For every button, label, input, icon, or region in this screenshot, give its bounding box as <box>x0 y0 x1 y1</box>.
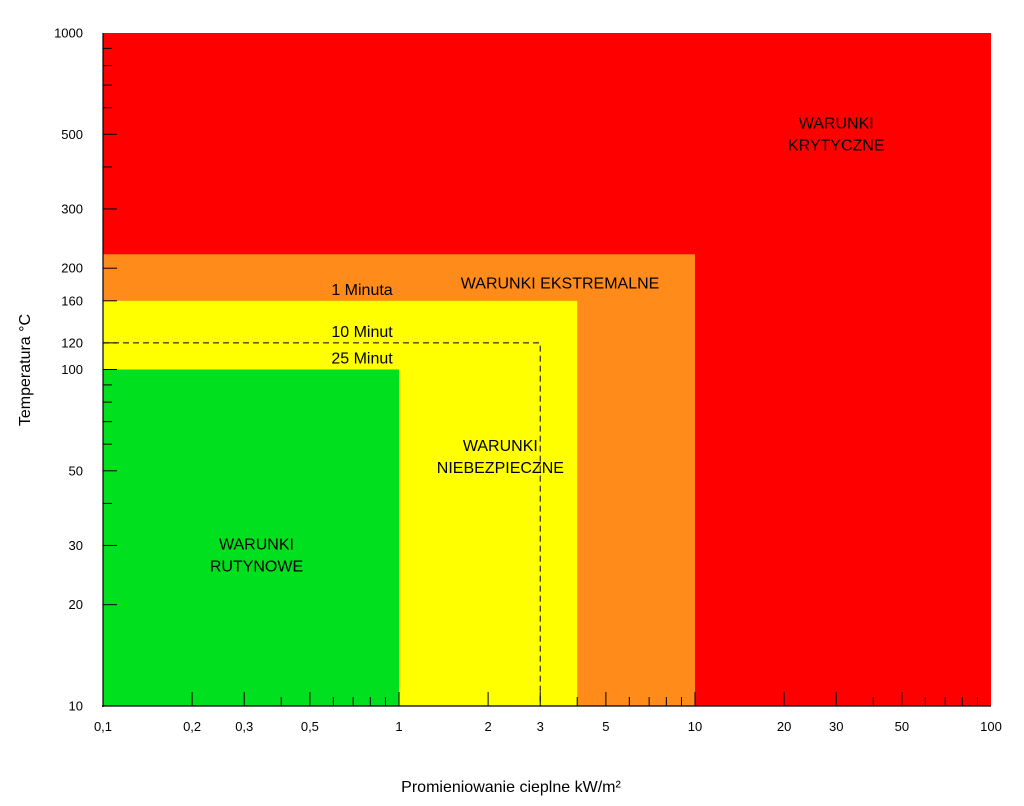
axes-layer <box>102 33 991 707</box>
labels-layer: 0,1 0,2 0,3 0,5 1 2 3 5 10 20 30 50 100 10 20 30 50 100 12… <box>54 26 1002 735</box>
zone-label-1-0: WARUNKI EKSTREMALNE <box>461 276 660 293</box>
x-tick-label-3: 0,5 <box>301 719 319 734</box>
x-tick-label-2: 0,3 <box>235 719 253 734</box>
y-tick-label-4: 100 <box>61 362 83 377</box>
exposure-label-0: 1 Minuta <box>331 282 392 299</box>
x-tick-label-11: 50 <box>895 719 909 734</box>
y-tick-label-8: 300 <box>61 201 83 216</box>
y-tick-label-2: 30 <box>69 538 83 553</box>
y-tick-label-6: 160 <box>61 293 83 308</box>
y-tick-label-0: 10 <box>69 699 83 714</box>
y-tick-label-1: 20 <box>69 597 83 612</box>
y-tick-label-10: 1000 <box>54 26 83 41</box>
x-tick-label-6: 3 <box>537 719 544 734</box>
exposure-lines-layer <box>103 342 541 706</box>
y-tick-label-9: 500 <box>61 127 83 142</box>
x-tick-label-8: 10 <box>688 719 702 734</box>
zone-label-3-1: RUTYNOWE <box>210 559 303 576</box>
x-tick-label-4: 1 <box>395 719 402 734</box>
exposure-label-2: 25 Minut <box>331 351 393 368</box>
x-tick-label-9: 20 <box>777 719 791 734</box>
y-axis-title: Temperatura °C <box>17 314 34 426</box>
x-axis-title: Promieniowanie cieplne kW/m² <box>401 779 621 796</box>
zone-label-2-0: WARUNKI <box>463 438 538 455</box>
y-tick-label-3: 50 <box>69 463 83 478</box>
zone-label-0-1: KRYTYCZNE <box>788 137 885 154</box>
zone-label-2-1: NIEBEZPIECZNE <box>437 460 564 477</box>
exposure-line-1 <box>103 342 541 706</box>
x-tick-label-1: 0,2 <box>183 719 201 734</box>
zones-layer <box>103 33 991 706</box>
x-tick-label-7: 5 <box>602 719 609 734</box>
x-tick-label-5: 2 <box>484 719 491 734</box>
y-tick-label-5: 120 <box>61 335 83 350</box>
x-tick-label-0: 0,1 <box>94 719 112 734</box>
zone-label-3-0: WARUNKI <box>219 537 294 554</box>
zone-area-3 <box>103 369 399 706</box>
y-tick-label-7: 200 <box>61 261 83 276</box>
exposure-label-1: 10 Minut <box>331 324 393 341</box>
zone-label-0-0: WARUNKI <box>799 115 874 132</box>
x-tick-label-10: 30 <box>829 719 843 734</box>
x-tick-label-12: 100 <box>980 719 1002 734</box>
